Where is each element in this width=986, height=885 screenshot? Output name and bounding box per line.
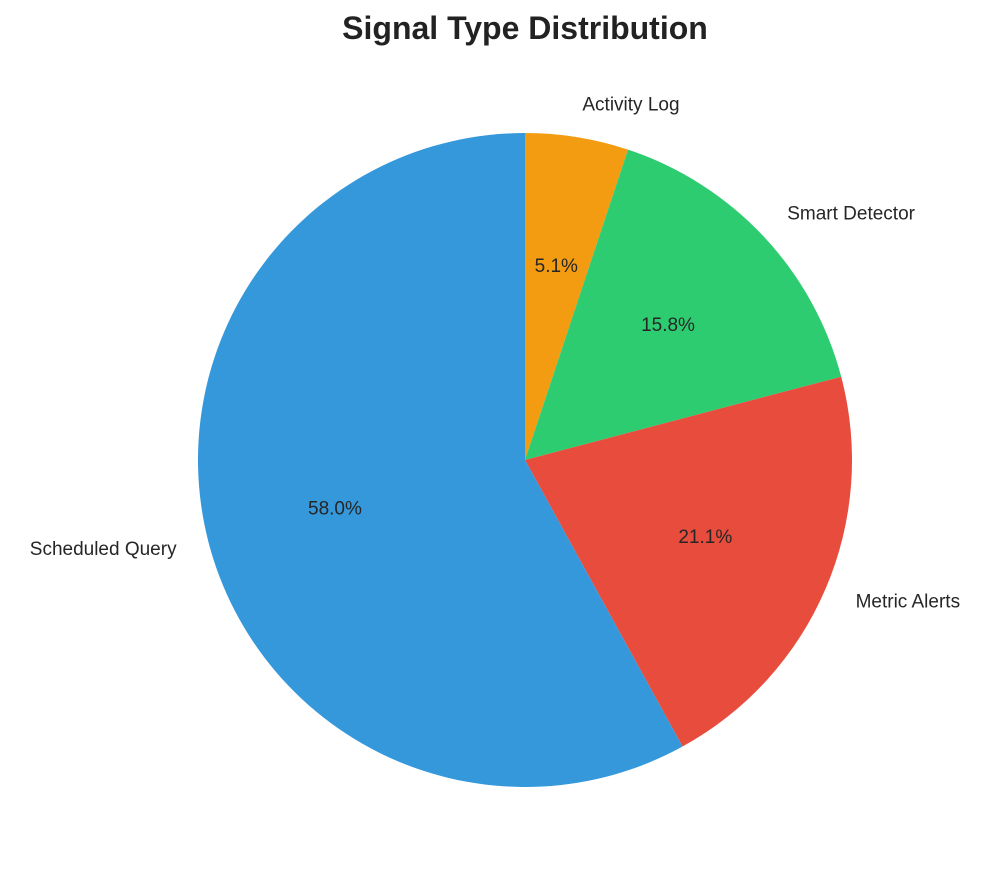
pie-slice-activity-log	[525, 133, 629, 460]
pie-pct-label-scheduled-query: 58.0%	[308, 498, 362, 519]
pie-label-metric-alerts: Metric Alerts	[856, 591, 961, 612]
pie-label-activity-log: Activity Log	[582, 94, 679, 115]
pie-pct-label-smart-detector: 15.8%	[641, 315, 695, 336]
pie-pct-label-activity-log: 5.1%	[535, 256, 578, 277]
pie-pct-label-metric-alerts: 21.1%	[678, 527, 732, 548]
pie-label-scheduled-query: Scheduled Query	[30, 539, 177, 560]
pie-slice-smart-detector	[525, 149, 842, 460]
pie-slices	[198, 133, 852, 787]
chart-title: Signal Type Distribution	[342, 10, 708, 46]
pie-labels: 5.1% Activity Log 15.8% Smart Detector 21.1%…	[30, 94, 960, 612]
pie-label-smart-detector: Smart Detector	[787, 203, 915, 224]
pie-slice-scheduled-query	[198, 133, 683, 787]
pie-slice-metric-alerts	[525, 376, 852, 747]
